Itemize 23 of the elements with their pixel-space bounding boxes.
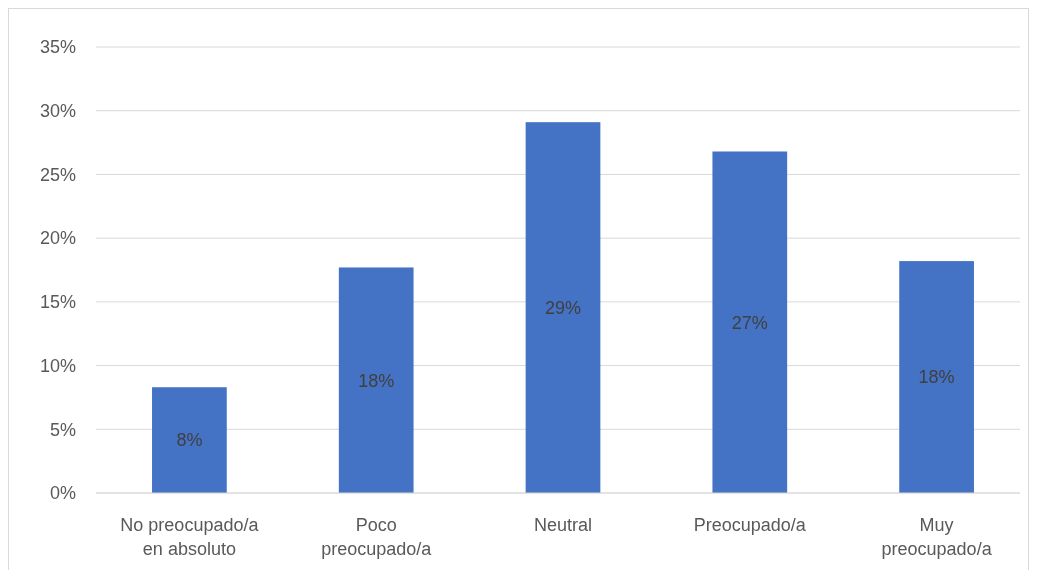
y-tick-label: 0% [49, 483, 76, 504]
y-tick-label: 25% [39, 164, 76, 185]
y-tick-label: 10% [39, 355, 76, 376]
x-tick-label: Preocupado/a [693, 515, 807, 535]
x-tick-label: No preocupado/a en absoluto [120, 515, 260, 559]
x-tick-label: Poco preocupado/a [321, 515, 433, 559]
data-label: 27% [731, 312, 768, 333]
y-tick-label: 15% [39, 292, 76, 313]
bar [899, 261, 974, 493]
x-tick-label: Neutral [533, 515, 593, 535]
data-label: 18% [358, 370, 395, 391]
bar [712, 151, 788, 493]
data-label: 18% [918, 367, 955, 388]
data-label: 29% [544, 297, 582, 318]
y-tick-label: 20% [39, 228, 76, 249]
y-tick-label: 35% [39, 37, 76, 58]
y-tick-label: 30% [39, 101, 76, 122]
bar [338, 267, 414, 493]
x-tick-label: Muy preocupado/a [881, 515, 993, 559]
bar [152, 387, 227, 493]
bar [525, 122, 601, 493]
data-label: 8% [176, 430, 203, 451]
y-tick-label: 5% [49, 419, 76, 440]
